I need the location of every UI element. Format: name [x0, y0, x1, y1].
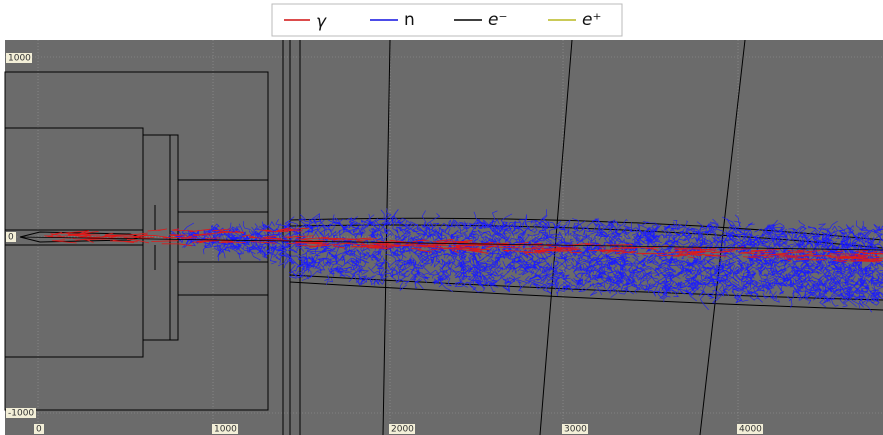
y-tick-label: 0: [8, 233, 14, 243]
x-tick-label: 0: [36, 425, 42, 435]
legend-label: n: [404, 10, 415, 30]
x-tick-label: 3000: [564, 425, 587, 435]
legend-label: γ: [316, 12, 327, 32]
legend-label: e⁻: [488, 10, 507, 30]
legend-label: e⁺: [582, 10, 601, 30]
x-tick-label: 4000: [739, 425, 762, 435]
y-tick-label: 1000: [8, 54, 31, 64]
x-tick-label: 1000: [214, 425, 237, 435]
y-tick-label: -1000: [8, 409, 34, 419]
x-tick-label: 2000: [391, 425, 414, 435]
viewer: γ n e⁻ e⁺ 1000 0 -1000 0: [0, 0, 883, 435]
